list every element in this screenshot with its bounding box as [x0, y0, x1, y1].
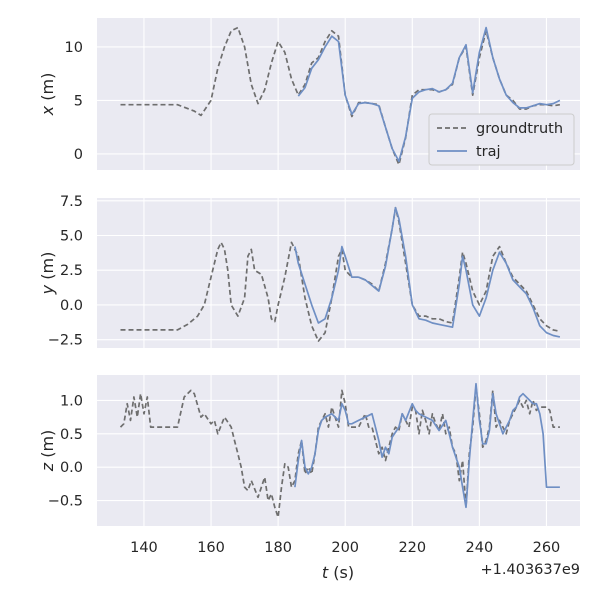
y-axis-unit-x: (m)	[38, 73, 57, 106]
y-tick-label-z: −0.5	[48, 494, 83, 510]
legend-traj-label: traj	[476, 144, 501, 160]
y-axis-var-x: x	[38, 105, 57, 116]
y-tick-label-x: 10	[65, 40, 83, 56]
legend: groundtruth traj	[428, 113, 575, 166]
y-tick-label-z: 0.5	[60, 427, 83, 443]
panel-x: 0 5 10 x (m)	[38, 18, 580, 170]
y-tick-label-y: −2.5	[48, 333, 83, 349]
series-groundtruth-z	[119, 386, 560, 519]
y-tick-label-y: 2.5	[60, 263, 83, 279]
y-tick-label-y: 5.0	[60, 229, 83, 245]
panel-z: 140 160 180 200 220 240 260 −0.5 0.0 0.5 1.0 z (m)	[38, 375, 580, 556]
x-offset-label: +1.403637e9	[481, 562, 580, 578]
y-axis-label-y: y (m)	[38, 252, 57, 296]
y-tick-label-x: 5	[74, 93, 83, 109]
panel-z-background	[97, 375, 580, 526]
panel-y: −2.5 0.0 2.5 5.0 7.5 y (m)	[38, 194, 580, 349]
series-groundtruth-y	[120, 206, 561, 342]
y-tick-label-y: 0.0	[60, 298, 83, 314]
y-tick-label-y: 7.5	[60, 194, 83, 210]
panels: 0 5 10 x (m) −2.5 0.0 2.5 5.0 7.5 y (m) 140 160 180 2…	[38, 18, 580, 556]
y-tick-label-x: 0	[74, 147, 83, 163]
y-tick-label-z: 0.0	[60, 460, 83, 476]
x-tick-label: 140	[130, 540, 158, 556]
x-axis-label: t (s)	[322, 563, 354, 582]
x-tick-label: 180	[264, 540, 292, 556]
series-traj-y	[294, 206, 561, 338]
legend-box	[428, 113, 575, 166]
y-axis-var-y: y	[38, 284, 57, 295]
x-tick-label: 240	[466, 540, 494, 556]
y-tick-label-z: 1.0	[60, 393, 83, 409]
legend-groundtruth-label: groundtruth	[476, 121, 563, 137]
y-axis-var-z: z	[38, 462, 57, 472]
y-axis-unit-y: (m)	[38, 252, 57, 285]
series-traj-z	[294, 382, 560, 509]
series-traj-x	[297, 26, 561, 163]
y-axis-label-z: z (m)	[38, 430, 57, 473]
y-axis-label-x: x (m)	[38, 73, 57, 117]
x-axis-var: t	[322, 563, 329, 582]
y-axis-unit-z: (m)	[38, 430, 57, 463]
x-tick-label: 220	[398, 540, 426, 556]
x-axis-unit: (s)	[328, 563, 354, 582]
x-tick-label: 200	[331, 540, 359, 556]
x-tick-label: 260	[533, 540, 561, 556]
x-tick-label: 160	[197, 540, 225, 556]
